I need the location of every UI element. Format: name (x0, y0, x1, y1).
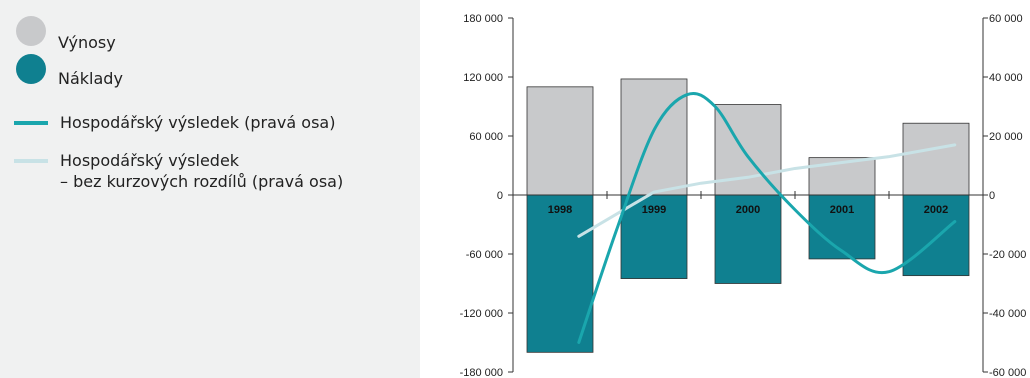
line-hv (577, 91, 957, 344)
legend-label-hv: Hospodářský výsledek (pravá osa) (60, 113, 336, 132)
bar-vynosy-1999 (620, 78, 688, 196)
category-label-2002: 2002 (924, 204, 948, 216)
legend-swatch-vynosy (16, 16, 46, 46)
line-hv-bez-kurzovych (577, 143, 957, 238)
bar-naklady-2002 (902, 194, 970, 277)
left-axis-tick-label: -120 000 (460, 308, 503, 320)
left-axis-tick-label: 120 000 (463, 72, 503, 84)
bar-naklady-2000 (714, 194, 782, 284)
right-axis-tick-label: -40 000 (989, 308, 1026, 320)
right-axis-tick-label: 40 000 (989, 72, 1023, 84)
left-axis-tick-label: -180 000 (460, 367, 503, 378)
left-axis-tick-label: 0 (497, 190, 503, 202)
legend-item-hv-bez: Hospodářský výsledek – bez kurzových roz… (14, 150, 343, 192)
legend-swatch-naklady (16, 54, 46, 84)
category-label-2000: 2000 (736, 204, 760, 216)
category-label-1998: 1998 (548, 204, 572, 216)
category-label-2001: 2001 (830, 204, 854, 216)
legend-label-hv-bez-line2: – bez kurzových rozdílů (pravá osa) (60, 172, 344, 191)
legend-label-hv-bez-line1: Hospodářský výsledek (60, 151, 240, 170)
right-axis-tick-label: 60 000 (989, 13, 1023, 25)
legend-label-vynosy: Výnosy (58, 33, 116, 52)
bar-vynosy-1998 (526, 86, 594, 196)
legend-swatch-hv-bez (14, 159, 48, 163)
right-axis-tick-label: -20 000 (989, 249, 1026, 261)
legend-item-naklady: Náklady (16, 54, 123, 89)
legend-panel: Výnosy Náklady Hospodářský výsledek (pra… (0, 0, 420, 378)
right-axis-tick-label: -60 000 (989, 367, 1026, 378)
legend-item-vynosy: Výnosy (16, 16, 116, 53)
left-axis-tick-label: 60 000 (469, 131, 503, 143)
bar-naklady-2001 (808, 194, 876, 260)
right-axis-tick-label: 20 000 (989, 131, 1023, 143)
legend-label-hv-bez: Hospodářský výsledek – bez kurzových roz… (60, 150, 343, 192)
legend-item-hv: Hospodářský výsledek (pravá osa) (14, 112, 335, 133)
legend-swatch-hv (14, 121, 48, 125)
right-axis-tick-label: 0 (989, 190, 995, 202)
bar-vynosy-2002 (902, 122, 970, 196)
legend-label-naklady: Náklady (58, 69, 123, 88)
left-axis-tick-label: 180 000 (463, 13, 503, 25)
category-label-1999: 1999 (642, 204, 666, 216)
left-axis-tick-label: -60 000 (466, 249, 503, 261)
